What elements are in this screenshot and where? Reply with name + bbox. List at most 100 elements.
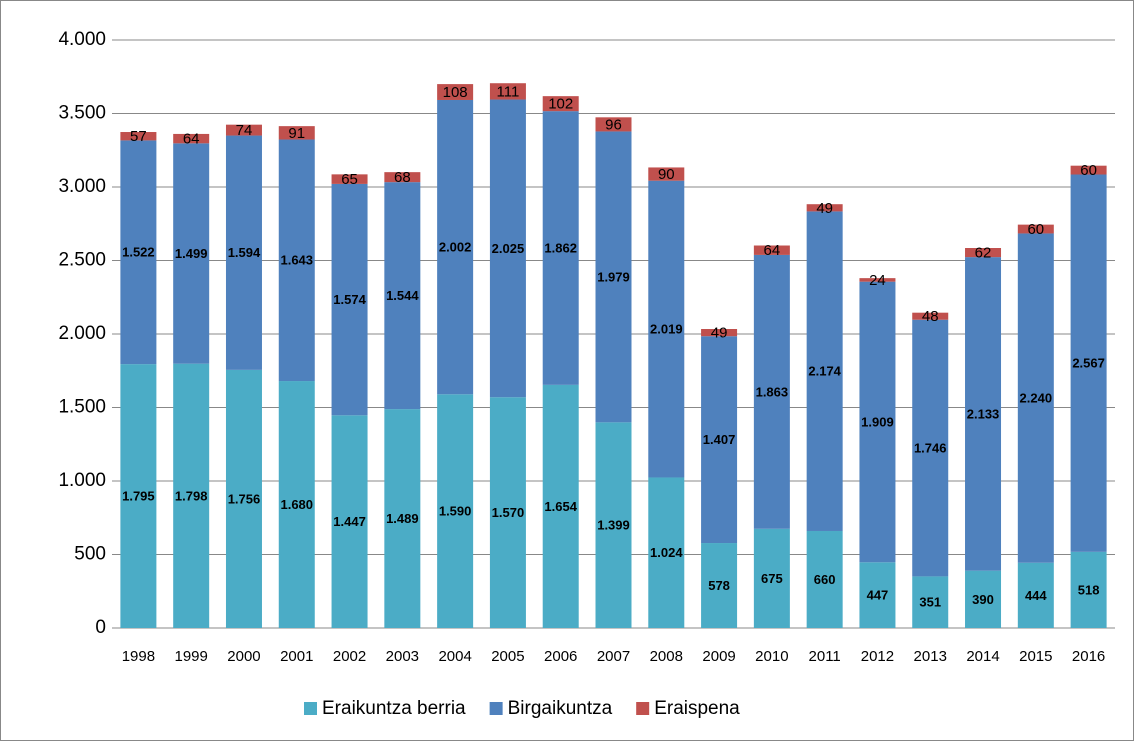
bar-segment	[1017, 233, 1054, 563]
data-label: 2.002	[439, 240, 472, 255]
data-label: 24	[869, 272, 886, 289]
bar-segment	[965, 248, 1002, 258]
x-tick-label: 2002	[333, 648, 366, 665]
data-label: 102	[548, 96, 573, 113]
data-label: 64	[764, 242, 781, 259]
data-label: 2.240	[1020, 391, 1053, 406]
y-tick-label: 4.000	[58, 29, 106, 50]
bar-segment	[912, 312, 949, 320]
data-label: 675	[761, 571, 783, 586]
data-label: 2.019	[650, 322, 683, 337]
data-label: 1.499	[175, 246, 208, 261]
y-tick-label: 2.500	[58, 250, 106, 271]
x-tick-label: 2015	[1019, 648, 1052, 665]
data-label: 74	[236, 122, 253, 139]
y-tick-label: 0	[95, 617, 106, 638]
data-label: 60	[1080, 162, 1097, 179]
x-tick-label: 2003	[386, 648, 419, 665]
bar-segment	[542, 384, 579, 628]
legend-label: Eraikuntza berria	[322, 698, 466, 719]
data-label: 1.654	[544, 499, 577, 514]
x-tick-label: 2013	[914, 648, 947, 665]
data-label: 1.643	[280, 253, 313, 268]
data-label: 2.025	[492, 241, 525, 256]
x-tick-label: 2012	[861, 648, 894, 665]
data-label: 1.024	[650, 545, 683, 560]
bar-segment	[225, 124, 262, 136]
data-label: 49	[816, 200, 833, 217]
data-label: 1.746	[914, 441, 947, 456]
x-tick-label: 2005	[491, 648, 524, 665]
x-tick-label: 2010	[755, 648, 788, 665]
x-tick-label: 2009	[702, 648, 735, 665]
bar-segment	[384, 182, 421, 410]
bar-segment	[542, 111, 579, 385]
bar-segment	[595, 117, 632, 132]
x-tick-label: 1998	[122, 648, 155, 665]
bar-segment	[912, 319, 949, 577]
bar-segment	[648, 180, 685, 478]
bar-segment	[1070, 165, 1107, 175]
data-label: 444	[1025, 588, 1047, 603]
x-tick-label: 2000	[227, 648, 260, 665]
data-label: 1.979	[597, 269, 630, 284]
data-label: 1.862	[544, 240, 577, 255]
data-label: 351	[919, 595, 941, 610]
y-tick-label: 1.000	[58, 470, 106, 491]
data-label: 62	[975, 245, 992, 262]
x-tick-label: 2008	[650, 648, 683, 665]
bar-segment	[489, 397, 526, 628]
bar-segment	[806, 530, 843, 628]
bar-segment	[648, 477, 685, 628]
x-tick-label: 2016	[1072, 648, 1105, 665]
bar-segment	[331, 174, 368, 184]
data-label: 90	[658, 166, 675, 183]
x-tick-label: 2011	[809, 648, 841, 665]
bar-segment	[965, 257, 1002, 571]
data-label: 60	[1027, 221, 1044, 238]
bar-segment	[120, 132, 157, 141]
bar-segment	[278, 139, 315, 382]
data-label: 1.863	[756, 384, 789, 399]
data-label: 578	[708, 578, 730, 593]
data-label: 1.795	[122, 489, 155, 504]
data-label: 1.447	[333, 514, 366, 529]
data-label: 49	[711, 325, 728, 342]
x-tick-label: 2007	[597, 648, 630, 665]
bar-segment	[437, 84, 474, 100]
data-label: 1.590	[439, 504, 472, 519]
bar-segment	[225, 135, 262, 370]
y-tick-label: 500	[74, 544, 106, 565]
legend-swatch	[304, 702, 317, 715]
data-label: 2.174	[808, 364, 841, 379]
bar-segment	[278, 381, 315, 628]
bar-segment	[859, 278, 896, 282]
bar-segment	[384, 409, 421, 628]
legend-swatch	[489, 702, 503, 715]
data-label: 108	[443, 84, 468, 101]
legend-label: Eraispena	[654, 698, 740, 719]
bar-segment	[912, 576, 949, 628]
bar-segment	[437, 99, 474, 395]
bar-segment	[806, 211, 843, 531]
x-tick-label: 2004	[438, 648, 471, 665]
data-label: 1.570	[492, 505, 525, 520]
bar-segment	[225, 369, 262, 628]
bar-segment	[542, 96, 579, 112]
y-tick-label: 2.000	[58, 323, 106, 344]
x-tick-label: 2014	[966, 648, 999, 665]
bar-segment	[120, 140, 157, 365]
data-label: 91	[288, 125, 305, 142]
data-label: 1.594	[228, 245, 261, 260]
x-tick-label: 1999	[174, 648, 207, 665]
bar-segment	[595, 131, 632, 423]
data-label: 2.133	[967, 406, 1000, 421]
y-tick-label: 1.500	[58, 397, 106, 418]
bar-segment	[437, 394, 474, 628]
data-label: 64	[183, 131, 200, 148]
data-label: 1.544	[386, 288, 419, 303]
bar-segment	[648, 167, 685, 181]
bar-segment	[1017, 224, 1054, 234]
bar-segment	[753, 254, 790, 529]
bar-segment	[1070, 551, 1107, 628]
